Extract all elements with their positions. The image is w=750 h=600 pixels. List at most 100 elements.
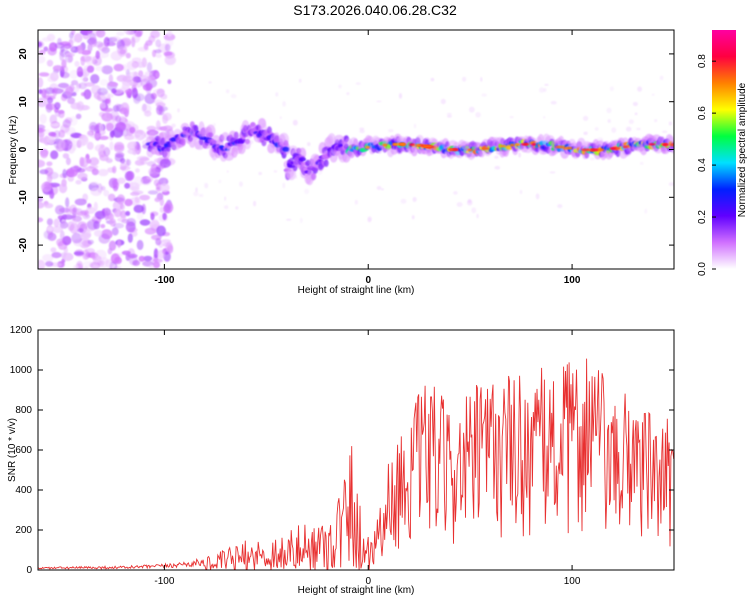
spectrogram-blob	[121, 83, 130, 90]
spectrogram-blob	[50, 247, 57, 253]
spectrogram-blob	[86, 158, 92, 164]
spectrogram-blob	[152, 261, 161, 269]
spectrogram-blob	[71, 80, 79, 86]
spectrogram-blob	[65, 157, 71, 166]
spectrogram-blob	[101, 112, 113, 122]
spectrogram-blob	[669, 143, 674, 147]
spectrogram-blob	[136, 239, 144, 251]
colorbar-tick-label: 0.8	[697, 54, 708, 68]
spectrogram-blob	[146, 161, 156, 167]
spectrogram-blob	[94, 249, 107, 261]
spectrogram-blob	[557, 204, 563, 209]
spectrogram-blob	[130, 126, 136, 135]
snr-series-line	[38, 358, 674, 570]
spectrogram-blob	[38, 137, 50, 144]
spectrogram-blob	[110, 253, 120, 264]
spectrogram-blob	[162, 114, 169, 124]
spectrogram-blob	[101, 65, 113, 75]
spectrogram-blob	[73, 251, 84, 256]
spectrogram-blob	[408, 143, 415, 146]
y-tick-label: 200	[15, 525, 32, 536]
spectrogram-blob	[648, 143, 656, 146]
spectrogram-blob	[106, 262, 116, 269]
spectrogram-blob	[48, 131, 56, 137]
spectrogram-blob	[79, 156, 85, 168]
spectrogram-blob	[80, 56, 86, 66]
spectrogram-blob	[305, 159, 311, 167]
spectrogram-blob	[38, 72, 50, 77]
spectrogram-blob	[480, 77, 483, 82]
spectrogram-blob	[47, 136, 56, 145]
spectrogram-blob	[131, 185, 140, 192]
spectrogram-blob	[668, 182, 674, 186]
spectrogram-blob	[116, 194, 126, 205]
spectrogram-blob	[132, 133, 142, 141]
spectrogram-blob	[111, 88, 117, 94]
spectrogram-blob	[94, 124, 101, 134]
spectrogram-blob	[204, 182, 209, 189]
spectrogram-blob	[521, 143, 528, 146]
spectrogram-blob	[127, 253, 138, 259]
spectrogram-blob	[44, 203, 54, 209]
spectrogram-blob	[606, 107, 612, 114]
spectrogram-blob	[275, 92, 279, 97]
spectrogram-blob	[123, 30, 132, 34]
spectrogram-blob	[509, 116, 514, 119]
spectrogram-blob	[411, 215, 415, 220]
spectrogram-blob	[77, 228, 84, 233]
spectrogram-blob	[594, 127, 599, 131]
spectrogram-blob	[69, 46, 76, 52]
spectrogram-blob	[98, 135, 109, 140]
spectrogram-blob	[225, 89, 230, 94]
spectrogram-blob	[509, 143, 515, 147]
spectrogram-blob	[590, 148, 599, 152]
spectrogram-blob	[44, 87, 55, 95]
spectrogram-plot	[38, 30, 674, 269]
spectrogram-blob	[550, 100, 557, 105]
spectrogram-blob	[415, 144, 422, 147]
spectrogram-blob	[119, 49, 126, 55]
spectrogram-blob	[74, 33, 83, 43]
spectrogram-blob	[346, 92, 350, 96]
spectrogram-blob	[113, 208, 122, 218]
x-tick-label: 0	[365, 576, 371, 587]
spectrogram-blob	[398, 93, 403, 99]
spectrogram-blob	[628, 119, 634, 124]
spectrogram-blob	[138, 255, 145, 262]
spectrogram-blob	[462, 76, 467, 82]
spectrogram-blob	[126, 159, 132, 166]
spectrogram-blob	[147, 190, 159, 195]
spectrogram-blob	[481, 93, 487, 97]
spectrogram-blob	[475, 112, 481, 118]
x-tick-label: -100	[154, 576, 174, 587]
spectrogram-blob	[51, 225, 63, 234]
spectrogram-blob	[38, 159, 46, 168]
spectrogram-blob	[135, 168, 140, 173]
spectrogram-blob	[224, 196, 227, 201]
spectrogram-blob	[108, 74, 114, 84]
spectrogram-blob	[127, 233, 133, 243]
spectrogram-blob	[282, 182, 286, 189]
x-tick-label: 100	[564, 576, 581, 587]
spectrogram-blob	[481, 147, 490, 150]
spectrogram-blob	[193, 124, 199, 133]
spectrogram-blob	[126, 170, 135, 181]
spectrogram-blob	[298, 78, 302, 83]
y-tick-label: 10	[18, 96, 29, 108]
spectrogram-blob	[494, 165, 501, 170]
spectrogram-blob	[69, 69, 79, 79]
spectrogram-blob	[195, 187, 198, 192]
spectrogram-blob	[164, 43, 171, 52]
spectrogram-blob	[668, 121, 673, 126]
spectrogram-blob	[50, 71, 59, 82]
spectrogram-blob	[38, 201, 45, 209]
spectrogram-blob	[51, 252, 62, 259]
spectrogram-blob	[412, 197, 417, 202]
spectrogram-blob	[124, 182, 130, 189]
spectrogram-blob	[150, 30, 161, 39]
spectrogram-blob	[133, 71, 138, 82]
spectrogram-blob	[589, 157, 595, 161]
spectrogram-blob	[117, 239, 122, 248]
spectrogram-blob	[157, 249, 166, 259]
